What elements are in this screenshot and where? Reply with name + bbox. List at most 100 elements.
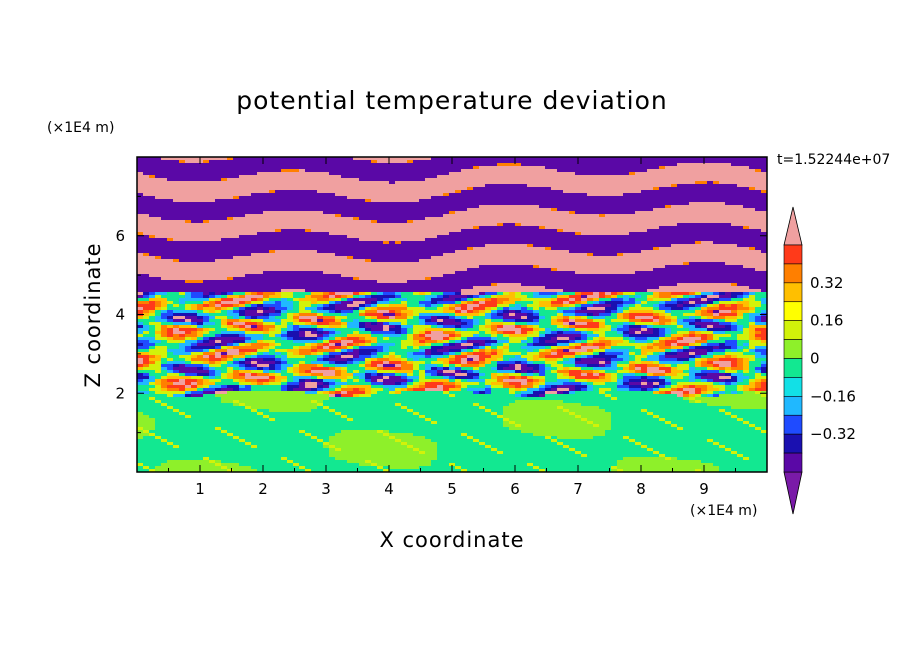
field-cell [587,388,593,391]
field-cell [275,322,281,325]
field-cell [251,388,281,391]
field-cell [731,448,767,451]
field-cell [701,304,707,307]
field-cell [713,364,719,367]
field-cell [233,379,239,382]
field-cell [743,292,749,295]
field-cell [407,313,413,316]
field-cell [707,367,713,370]
field-cell [299,319,311,322]
field-cell [473,334,479,337]
field-cell [143,379,155,382]
field-cell [407,319,419,322]
field-cell [539,358,545,361]
field-cell [449,391,473,394]
field-cell [671,370,683,373]
field-cell [527,322,539,325]
field-cell [245,337,251,340]
field-cell [455,307,461,310]
field-cell [461,343,473,346]
field-cell [629,307,653,310]
field-cell [623,379,629,382]
field-cell [695,361,701,364]
field-cell [587,349,593,352]
field-cell [419,346,431,349]
field-cell [257,409,269,412]
field-cell [191,331,197,334]
field-cell [431,379,449,382]
field-cell [533,313,539,316]
field-cell [173,406,245,409]
field-cell [527,295,533,298]
field-cell [389,304,407,307]
field-cell [329,409,335,412]
field-cell [329,334,335,337]
field-cell [383,367,401,370]
field-cell [557,367,563,370]
field-cell [551,319,557,322]
field-cell [605,364,611,367]
field-cell [437,307,443,310]
field-cell [611,292,617,295]
field-cell [719,313,737,316]
field-cell [359,343,365,346]
field-cell [251,406,317,409]
field-cell [305,229,311,232]
field-cell [569,343,575,346]
field-cell [263,292,275,295]
field-cell [623,337,629,340]
field-cell [749,304,761,307]
field-cell [755,388,767,391]
field-cell [401,322,407,325]
field-cell [161,340,167,343]
field-cell [725,448,731,451]
field-cell [257,310,263,313]
field-cell [521,223,677,226]
field-cell [143,334,155,337]
field-cell [671,421,743,424]
field-cell [575,319,593,322]
field-cell [737,334,749,337]
field-cell [281,301,293,304]
field-cell [755,424,767,427]
field-cell [599,340,611,343]
field-cell [317,310,329,313]
field-cell [323,337,329,340]
field-cell [167,337,173,340]
field-cell [437,373,443,376]
field-cell [497,367,503,370]
field-cell [491,385,503,388]
field-cell [473,322,479,325]
field-cell [485,184,527,187]
field-cell [287,367,293,370]
field-cell [191,358,209,361]
field-cell [137,460,167,463]
field-cell [605,370,617,373]
field-cell [395,352,407,355]
field-cell [617,385,629,388]
field-cell [239,349,257,352]
field-cell [335,370,341,373]
field-cell [515,364,521,367]
field-cell [659,295,671,298]
field-cell [593,373,599,376]
field-cell [311,376,317,379]
field-cell [161,256,233,259]
field-cell [545,370,551,373]
field-cell [449,394,455,397]
field-cell [569,376,575,379]
field-cell [323,340,329,343]
field-cell [629,325,641,328]
colorbar-box [783,396,803,416]
field-cell [197,310,203,313]
field-cell [515,319,533,322]
field-cell [755,370,761,373]
field-cell [677,352,689,355]
field-cell [137,244,485,247]
field-cell [239,373,245,376]
field-cell [437,421,503,424]
field-cell [155,256,161,259]
field-cell [263,415,269,418]
field-cell [761,427,767,430]
field-cell [383,433,389,436]
